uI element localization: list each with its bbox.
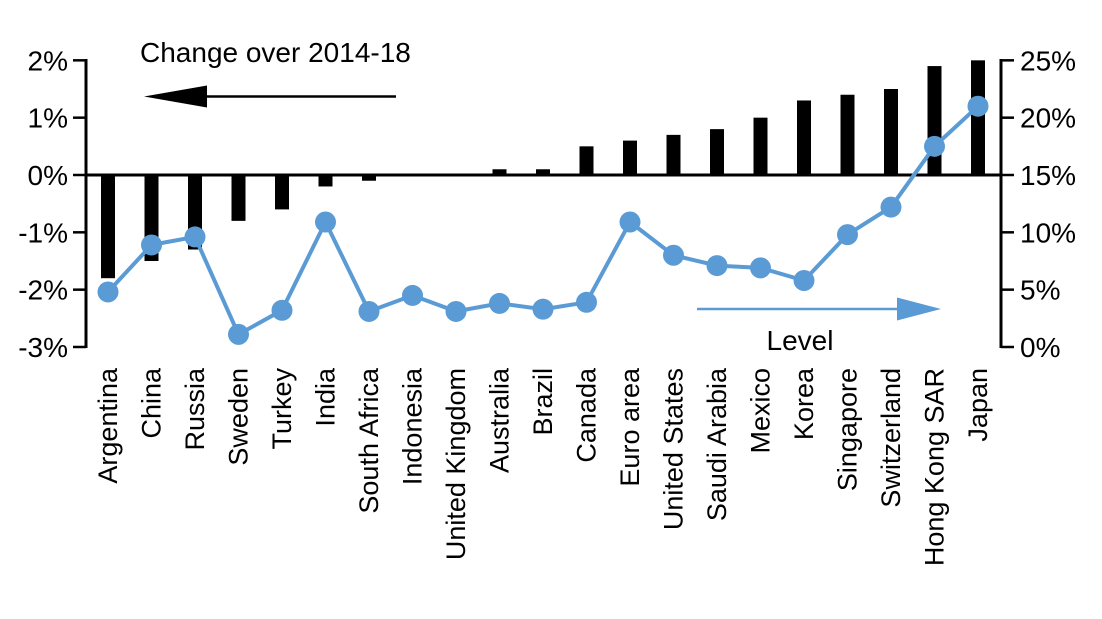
category-label-saudi-arabia: Saudi Arabia — [702, 367, 732, 521]
bar-canada — [579, 146, 594, 175]
left-axis-tick-label: -3% — [18, 332, 68, 363]
bar-euro-area — [623, 140, 637, 175]
level-dot-australia — [489, 292, 510, 314]
level-dot-united-kingdom — [445, 300, 467, 322]
bar-mexico — [753, 117, 768, 175]
category-label-united-states: United States — [659, 368, 689, 530]
bar-south-africa — [362, 175, 376, 181]
level-dot-singapore — [837, 224, 858, 246]
bar-brazil — [536, 169, 550, 175]
category-label-russia: Russia — [180, 367, 210, 451]
level-dot-canada — [576, 291, 597, 313]
level-dot-switzerland — [880, 196, 902, 218]
category-label-south-africa: South Africa — [354, 367, 384, 514]
category-label-turkey: Turkey — [267, 368, 297, 450]
level-arrow-head-icon — [897, 297, 941, 321]
category-label-switzerland: Switzerland — [876, 368, 906, 508]
right-axis-tick-label: 0% — [1020, 332, 1060, 363]
level-dot-mexico — [750, 257, 771, 279]
level-dot-india — [315, 211, 336, 233]
category-label-canada: Canada — [572, 367, 602, 463]
level-dot-japan — [967, 95, 989, 117]
change-series-label: Change over 2014-18 — [140, 37, 411, 68]
bar-saudi-arabia — [710, 129, 724, 175]
category-label-china: China — [137, 367, 167, 439]
bar-india — [318, 175, 333, 187]
level-dot-euro-area — [619, 211, 641, 233]
category-label-hong-kong-sar: Hong Kong SAR — [920, 368, 950, 566]
right-axis-tick-label: 20% — [1020, 103, 1076, 134]
category-label-argentina: Argentina — [93, 367, 123, 484]
bar-turkey — [275, 175, 289, 210]
level-dot-brazil — [532, 298, 554, 320]
category-label-india: India — [311, 367, 341, 427]
category-label-united-kingdom: United Kingdom — [441, 368, 471, 560]
left-axis-tick-label: 1% — [28, 103, 68, 134]
bar-argentina — [101, 175, 115, 279]
right-axis-tick-label: 25% — [1020, 45, 1076, 76]
bar-japan — [971, 60, 985, 176]
level-dot-sweden — [228, 323, 249, 345]
category-label-sweden: Sweden — [224, 368, 254, 466]
level-dot-argentina — [97, 281, 119, 303]
right-axis-tick-label: 10% — [1020, 217, 1076, 248]
level-dot-saudi-arabia — [706, 255, 728, 277]
level-dot-hong-kong-sar — [924, 135, 945, 157]
bar-korea — [797, 100, 811, 175]
bar-united-states — [666, 134, 681, 175]
bar-switzerland — [884, 89, 898, 175]
category-label-korea: Korea — [789, 367, 819, 440]
right-axis-tick-label: 15% — [1020, 160, 1076, 191]
level-dot-united-states — [663, 244, 684, 266]
right-axis-tick-label: 5% — [1020, 275, 1060, 306]
bar-singapore — [840, 94, 855, 175]
level-dot-indonesia — [402, 284, 423, 306]
left-axis-tick-label: -2% — [18, 275, 68, 306]
level-dot-china — [141, 234, 162, 256]
left-axis-tick-label: -1% — [18, 217, 68, 248]
change-arrow-head-icon — [144, 85, 207, 108]
category-label-brazil: Brazil — [528, 368, 558, 436]
bar-hong-kong-sar — [927, 66, 942, 175]
left-axis-tick-label: 0% — [28, 160, 68, 191]
bar-sweden — [231, 175, 246, 221]
left-axis-tick-label: 2% — [28, 45, 68, 76]
level-dot-russia — [184, 226, 206, 248]
level-dot-turkey — [271, 299, 293, 321]
level-dot-korea — [793, 269, 815, 291]
category-label-singapore: Singapore — [833, 368, 863, 491]
level-dot-south-africa — [358, 300, 380, 322]
category-label-indonesia: Indonesia — [398, 367, 428, 485]
category-label-australia: Australia — [485, 367, 515, 473]
category-label-japan: Japan — [963, 368, 993, 442]
category-label-euro-area: Euro area — [615, 367, 645, 487]
category-label-mexico: Mexico — [746, 368, 776, 454]
level-series-label: Level — [767, 325, 834, 356]
bar-australia — [492, 169, 507, 175]
